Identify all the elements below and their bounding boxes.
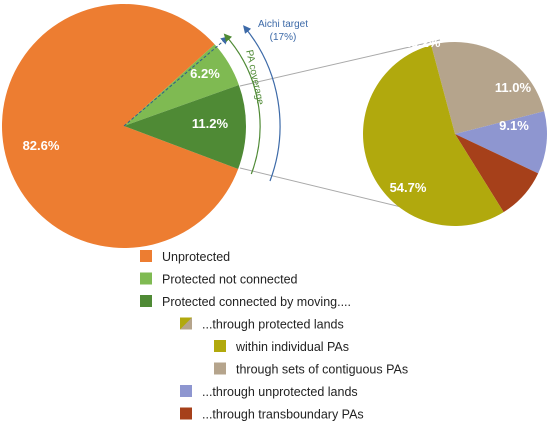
- pa-coverage-label: PA coverage: [243, 49, 265, 106]
- aichi-target-radius: [123, 36, 229, 127]
- legend-label: ...through transboundary PAs: [202, 408, 364, 422]
- slice-protected-connected-by-moving: [124, 84, 246, 170]
- legend-item-protected-not-connected: Protected not connected: [140, 272, 298, 287]
- legend-swatch: [140, 250, 152, 262]
- coverage-pie: 82.6% 6.2% 11.2%: [1, 3, 246, 248]
- aichi-target-arc: [243, 25, 281, 182]
- slice-through-transboundary-pas: [455, 134, 539, 213]
- aichi-target-label: Aichi target: [258, 19, 308, 30]
- aichi-target-value-label: (17%): [270, 32, 297, 43]
- legend-label: ...through protected lands: [202, 318, 344, 332]
- legend-label: within individual PAs: [235, 340, 349, 354]
- legend-swatch: [180, 407, 192, 420]
- data-label-unprotected: 82.6%: [23, 138, 60, 153]
- legend-item-through-transboundary-pas: ...through transboundary PAs: [180, 407, 364, 422]
- legend-swatch: [180, 385, 192, 397]
- legend-item-within-individual-pas: within individual PAs: [214, 340, 349, 354]
- legend-swatch: [214, 340, 226, 352]
- data-label-protected-connected-by-moving: 11.2%: [192, 116, 229, 131]
- legend-swatch: [140, 272, 152, 285]
- legend-label: through sets of contiguous PAs: [236, 363, 408, 377]
- pa-coverage-arc: [223, 33, 261, 175]
- data-label-through-unprotected-lands: 11.0%: [495, 80, 532, 95]
- legend-label: ...through unprotected lands: [202, 385, 358, 399]
- legend-item-through-protected-lands: ...through protected lands: [180, 317, 344, 332]
- legend-label: Protected not connected: [162, 273, 298, 287]
- legend-item-through-sets-of-contiguous-pas: through sets of contiguous PAs: [214, 362, 408, 377]
- legend-swatch: [140, 295, 152, 307]
- legend-label: Unprotected: [162, 250, 230, 264]
- legend-swatch-split: [180, 317, 192, 330]
- legend-item-through-unprotected-lands: ...through unprotected lands: [180, 385, 358, 399]
- legend-swatch: [214, 362, 226, 375]
- data-label-protected-not-connected: 6.2%: [190, 66, 220, 81]
- slice-through-sets-of-contiguous-pas: [431, 41, 545, 134]
- slice-unprotected: [1, 3, 239, 248]
- slice-protected-not-connected: [124, 44, 239, 126]
- legend-item-protected-connected-by-moving: Protected connected by moving....: [140, 295, 351, 309]
- connector-top: [239, 39, 441, 87]
- slice-through-unprotected-lands: [455, 111, 548, 174]
- data-label-through-transboundary-pas: 9.1%: [499, 118, 529, 133]
- slice-within-individual-pas: [363, 45, 504, 226]
- legend-label: Protected connected by moving....: [162, 295, 351, 309]
- data-label-within-individual-pas: 54.7%: [390, 180, 427, 195]
- connected-breakdown-pie: 25.2% 11.0% 9.1% 54.7%: [363, 35, 548, 226]
- data-label-through-sets-of-contiguous-pas: 25.2%: [404, 35, 441, 50]
- legend-item-unprotected: Unprotected: [140, 250, 230, 264]
- legend: Unprotected Protected not connected Protec…: [140, 250, 408, 422]
